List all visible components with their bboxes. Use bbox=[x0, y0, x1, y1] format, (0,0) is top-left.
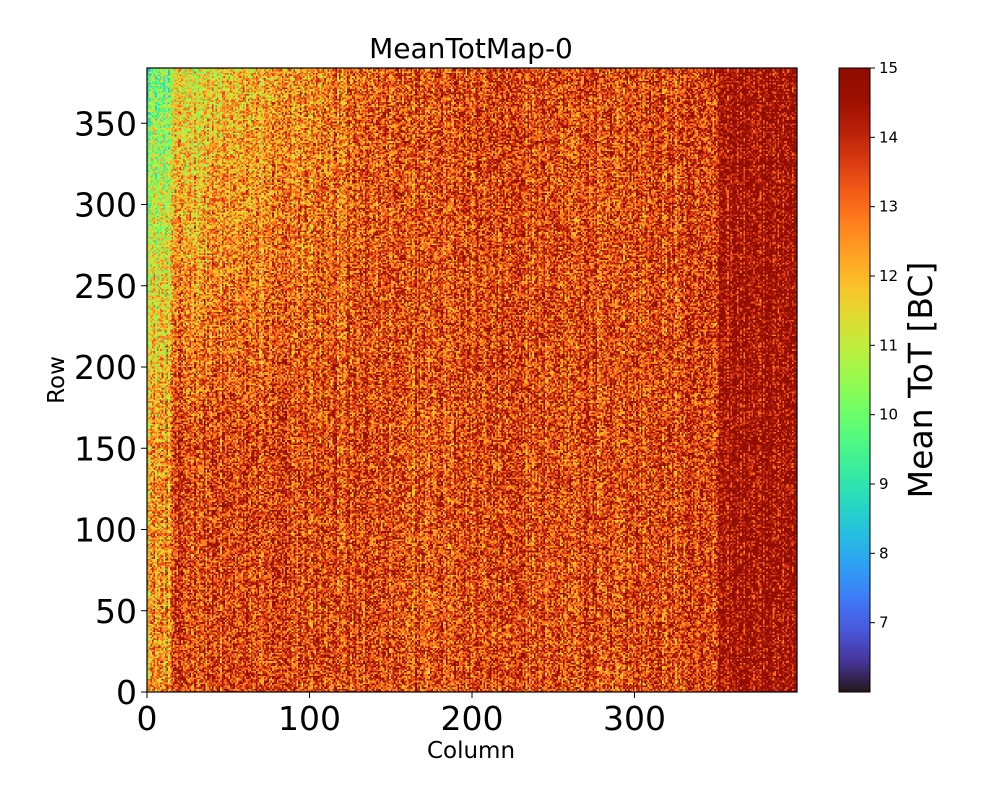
x-axis: 0 100 200 300 bbox=[137, 692, 666, 738]
y-tick-label: 350 bbox=[74, 104, 137, 143]
colorbar-frame bbox=[838, 67, 871, 693]
y-axis-label: Row bbox=[44, 356, 70, 404]
colorbar-tick-label: 12 bbox=[879, 267, 898, 285]
y-tick-label: 50 bbox=[95, 592, 137, 631]
heatmap-image bbox=[147, 68, 797, 692]
y-tick-label: 150 bbox=[74, 429, 137, 468]
chart-title: MeanTotMap-0 bbox=[369, 32, 573, 65]
y-tick-label: 100 bbox=[74, 511, 137, 550]
x-tick-label: 200 bbox=[441, 699, 504, 738]
y-tick-label: 250 bbox=[74, 267, 137, 306]
colorbar-tick-label: 10 bbox=[879, 406, 898, 424]
colorbar-tick-label: 7 bbox=[879, 614, 889, 632]
x-axis-label: Column bbox=[427, 738, 515, 764]
colorbar-tick-label: 15 bbox=[879, 59, 898, 77]
x-tick-label: 100 bbox=[278, 699, 341, 738]
y-axis: 0 50 100 150 200 250 300 350 bbox=[74, 104, 147, 712]
x-tick-label: 300 bbox=[603, 699, 666, 738]
colorbar-label: Mean ToT [BC] bbox=[901, 262, 940, 499]
colorbar-tick-label: 13 bbox=[879, 198, 898, 216]
colorbar-ticks: 7 8 9 10 11 12 13 14 15 bbox=[870, 59, 898, 632]
y-tick-label: 300 bbox=[74, 186, 137, 225]
colorbar-tick-label: 8 bbox=[879, 544, 889, 562]
colorbar-tick-label: 11 bbox=[879, 336, 898, 354]
colorbar-tick-label: 14 bbox=[879, 128, 898, 146]
colorbar-gradient bbox=[839, 68, 870, 692]
y-tick-label: 200 bbox=[74, 348, 137, 387]
plot-area bbox=[146, 67, 798, 693]
colorbar: 7 8 9 10 11 12 13 14 15 Mean ToT [BC] bbox=[838, 59, 940, 693]
colorbar-tick-label: 9 bbox=[879, 475, 889, 493]
y-tick-label: 0 bbox=[116, 673, 137, 712]
x-tick-label: 0 bbox=[137, 699, 158, 738]
